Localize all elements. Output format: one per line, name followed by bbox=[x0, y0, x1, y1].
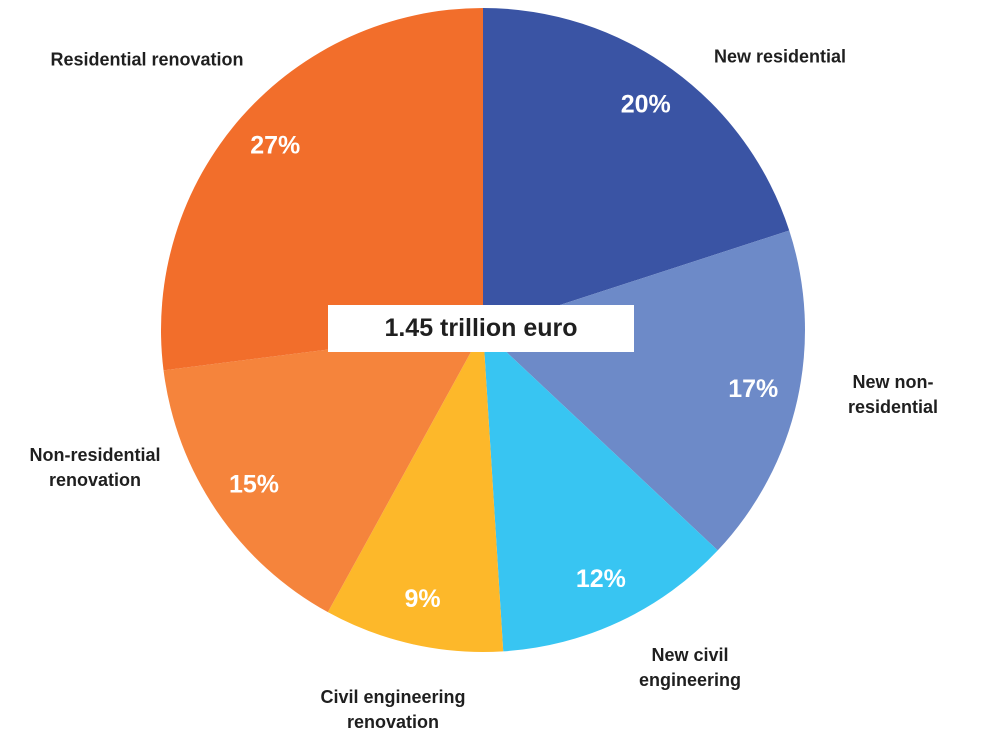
category-label: Non-residential renovation bbox=[29, 445, 161, 490]
pie-slice bbox=[483, 330, 718, 652]
value-label: 15% bbox=[229, 470, 279, 498]
value-label: 9% bbox=[405, 585, 441, 613]
pie-slice bbox=[163, 330, 483, 613]
category-label: Residential renovation bbox=[50, 49, 244, 70]
category-label: New civil engineering bbox=[638, 645, 741, 690]
center-label: 1.45 trillion euro bbox=[328, 305, 634, 352]
value-label: 20% bbox=[621, 91, 671, 119]
value-label: 27% bbox=[250, 131, 300, 159]
pie-slice bbox=[327, 330, 504, 652]
pie-slice bbox=[160, 8, 483, 371]
value-label: 17% bbox=[728, 375, 778, 403]
category-label: New residential bbox=[713, 46, 847, 67]
pie-slice bbox=[483, 8, 790, 330]
category-label: New non-residential bbox=[847, 372, 939, 417]
category-label: Civil engineering renovation bbox=[320, 687, 466, 732]
value-label: 12% bbox=[576, 565, 626, 593]
